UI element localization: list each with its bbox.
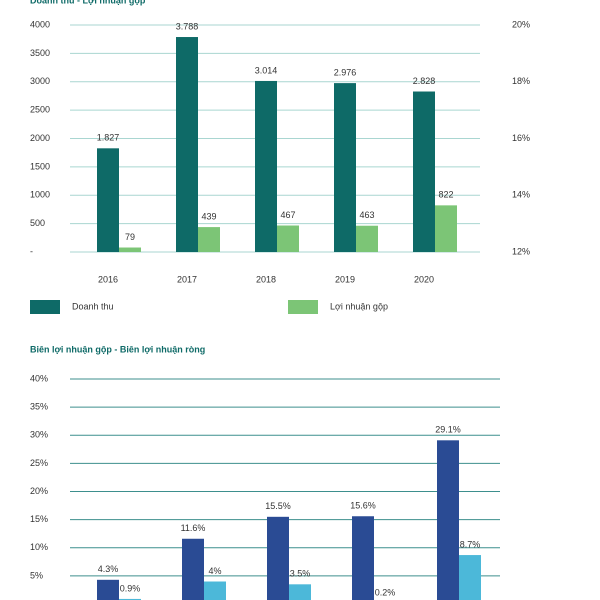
x-tick-label: 2020 — [414, 274, 434, 284]
x-tick-label: 2016 — [98, 274, 118, 284]
bar — [289, 584, 311, 600]
data-label: 822 — [438, 190, 453, 200]
y-tick-label: - — [30, 246, 33, 256]
data-label: 8.7% — [460, 539, 481, 549]
chart-title: Doanh thu - Lợi nhuận gộp — [30, 0, 146, 5]
y-tick-label: 40% — [30, 373, 48, 383]
bar — [176, 37, 198, 252]
bar — [97, 148, 119, 252]
y-tick-label: 15% — [30, 514, 48, 524]
bar — [356, 225, 378, 252]
data-label: 11.6% — [181, 523, 206, 533]
y-tick-label: 30% — [30, 430, 48, 440]
bar — [182, 538, 204, 600]
data-label: 4% — [208, 566, 221, 576]
y-tick-label: 2500 — [30, 105, 50, 115]
data-label: 2.828 — [413, 76, 436, 86]
x-tick-label: 2017 — [177, 274, 197, 284]
data-label: 3.014 — [255, 65, 278, 75]
y-tick-label: 4000 — [30, 19, 50, 29]
y-tick-label: 500 — [30, 218, 45, 228]
y-tick-label: 3000 — [30, 76, 50, 86]
bar — [119, 247, 141, 252]
chart-title: Biên lợi nhuận gộp - Biên lợi nhuận ròng — [30, 344, 205, 354]
data-label: 0.9% — [120, 583, 141, 593]
y-tick-label: 20% — [30, 486, 48, 496]
bar — [255, 80, 277, 252]
bar — [413, 91, 435, 252]
data-label: 2.976 — [334, 67, 357, 77]
legend-swatch — [288, 300, 318, 314]
data-label: 4.3% — [98, 564, 119, 574]
y-tick-label: 2000 — [30, 133, 50, 143]
legend-label: Doanh thu — [72, 301, 114, 311]
bar — [459, 555, 481, 600]
legend-label: Lợi nhuận gộp — [330, 301, 388, 311]
data-label: 3.788 — [176, 21, 199, 31]
bar — [334, 83, 356, 252]
bar — [198, 227, 220, 252]
y-tick-label: 35% — [30, 402, 48, 412]
data-label: 467 — [280, 210, 295, 220]
data-label: 3.5% — [290, 569, 311, 579]
y2-tick-label: 20% — [512, 19, 530, 29]
y-tick-label: 3500 — [30, 48, 50, 58]
data-label: 1.827 — [97, 133, 120, 143]
x-tick-label: 2018 — [256, 274, 276, 284]
bar — [437, 440, 459, 600]
data-label: 79 — [125, 232, 135, 242]
y-tick-label: 1500 — [30, 161, 50, 171]
y2-tick-label: 16% — [512, 133, 530, 143]
bar — [277, 225, 299, 252]
y-tick-label: 1000 — [30, 190, 50, 200]
bar — [204, 581, 226, 600]
data-label: 0.2% — [375, 587, 396, 597]
bar — [352, 516, 374, 600]
y-tick-label: 5% — [30, 570, 43, 580]
x-tick-label: 2019 — [335, 274, 355, 284]
data-label: 29.1% — [435, 425, 461, 435]
y2-tick-label: 18% — [512, 76, 530, 86]
data-label: 439 — [201, 211, 216, 221]
bar — [97, 579, 119, 600]
data-label: 463 — [359, 210, 374, 220]
legend-swatch — [30, 300, 60, 314]
data-label: 15.5% — [265, 501, 291, 511]
y-tick-label: 25% — [30, 458, 48, 468]
bar — [119, 598, 141, 600]
bar — [435, 205, 457, 252]
y2-tick-label: 14% — [512, 190, 530, 200]
y-tick-label: 10% — [30, 542, 48, 552]
data-label: 15.6% — [350, 501, 376, 511]
y2-tick-label: 12% — [512, 246, 530, 256]
bar — [267, 516, 289, 600]
